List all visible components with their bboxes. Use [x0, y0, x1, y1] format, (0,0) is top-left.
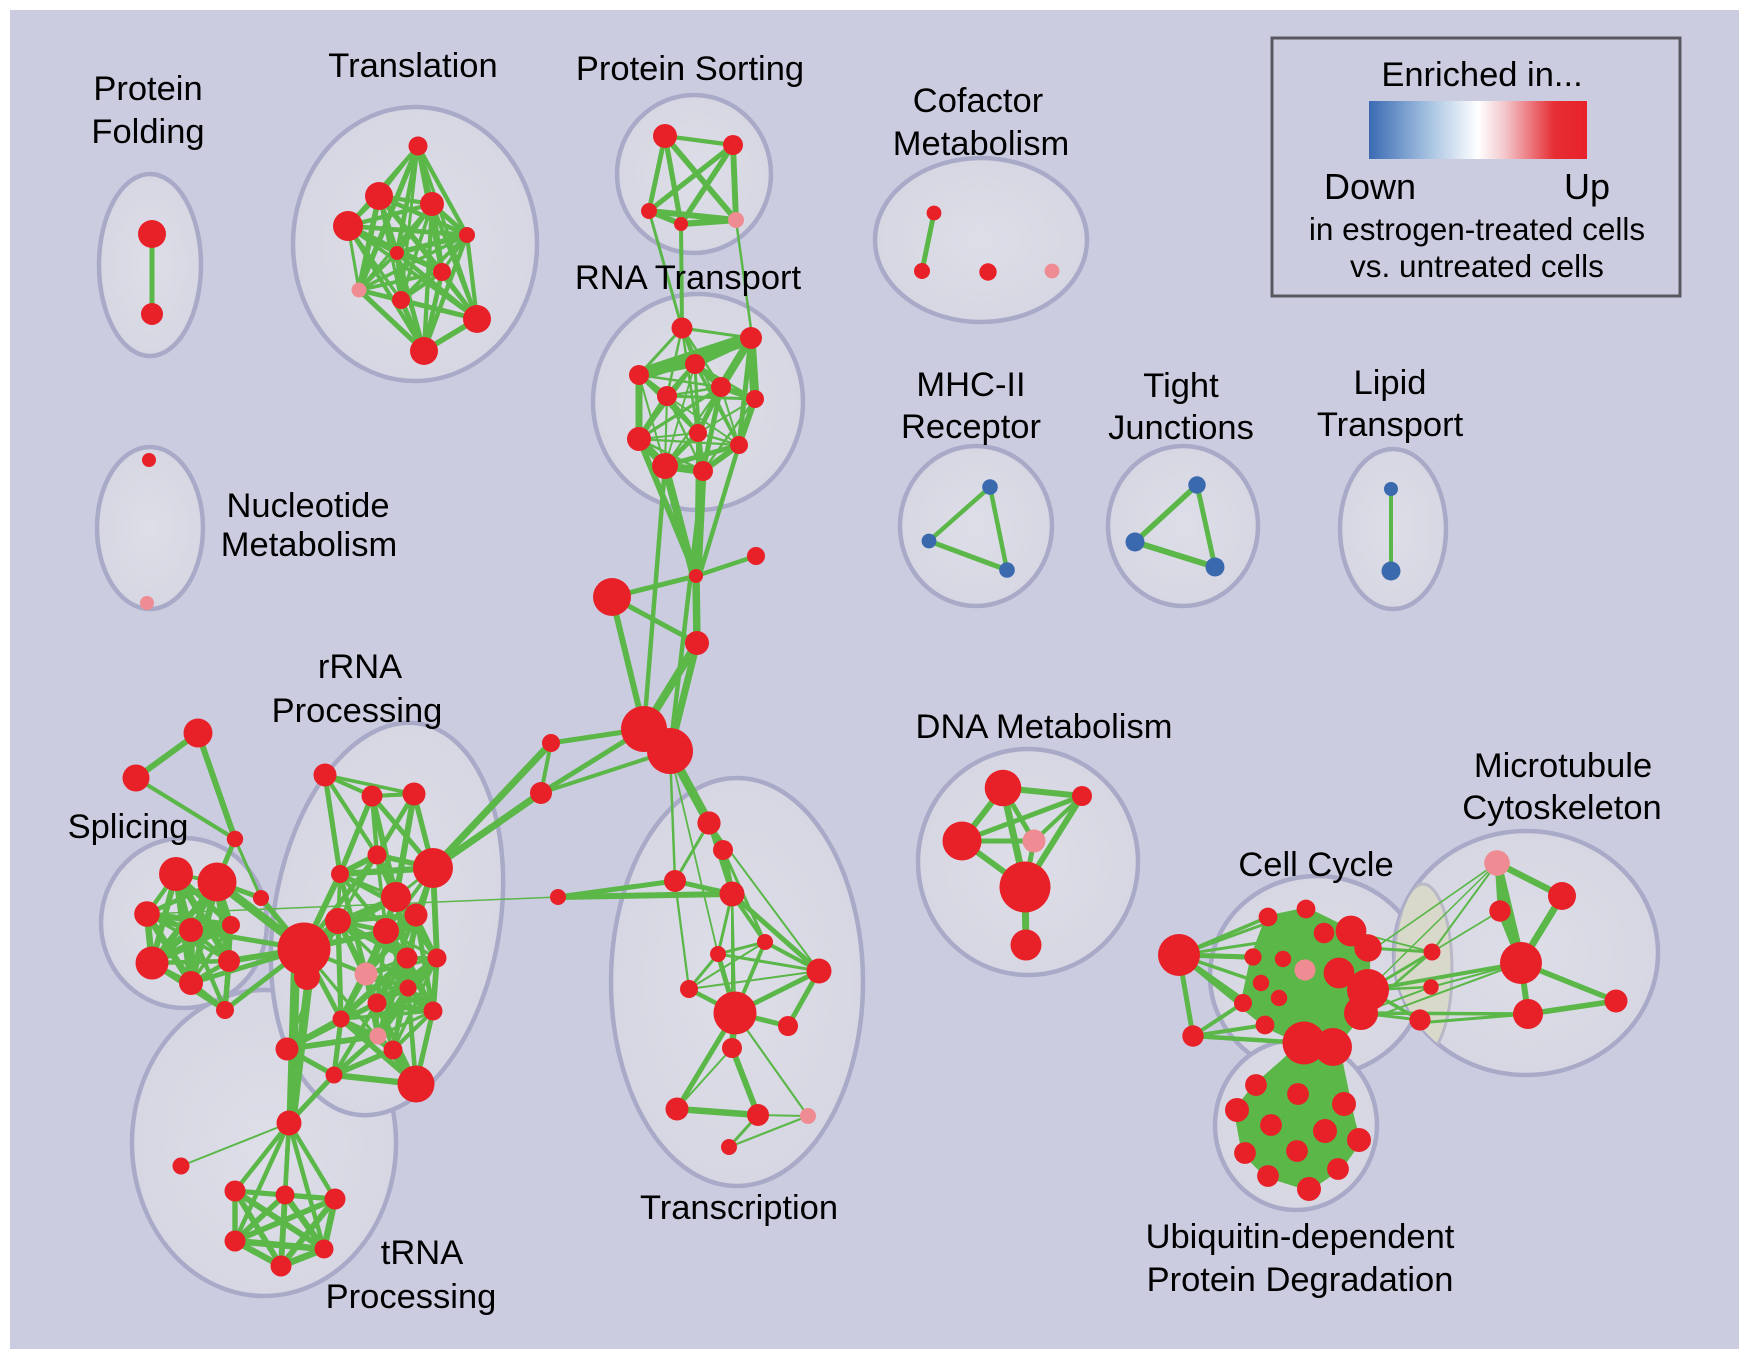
svg-text:Down: Down: [1324, 166, 1416, 207]
svg-text:Up: Up: [1564, 166, 1610, 207]
svg-text:Protein: Protein: [93, 70, 202, 108]
svg-text:Cell Cycle: Cell Cycle: [1238, 846, 1393, 884]
svg-text:Receptor: Receptor: [901, 408, 1041, 446]
svg-text:MHC-II: MHC-II: [916, 366, 1025, 404]
svg-text:Metabolism: Metabolism: [893, 125, 1069, 163]
svg-text:DNA Metabolism: DNA Metabolism: [916, 708, 1173, 746]
svg-text:Ubiquitin-dependent: Ubiquitin-dependent: [1146, 1218, 1455, 1256]
svg-text:Protein Degradation: Protein Degradation: [1147, 1261, 1454, 1299]
svg-text:Lipid: Lipid: [1354, 364, 1427, 402]
svg-text:Cofactor: Cofactor: [913, 82, 1043, 120]
svg-text:Enriched in...: Enriched in...: [1381, 56, 1582, 94]
svg-text:Processing: Processing: [326, 1278, 497, 1316]
svg-text:Cytoskeleton: Cytoskeleton: [1462, 789, 1661, 827]
svg-text:Transport: Transport: [1317, 406, 1464, 444]
svg-text:in estrogen-treated cells: in estrogen-treated cells: [1309, 211, 1645, 247]
svg-text:Translation: Translation: [328, 47, 497, 85]
svg-text:rRNA: rRNA: [318, 648, 402, 686]
svg-text:Metabolism: Metabolism: [221, 526, 397, 564]
svg-text:Protein Sorting: Protein Sorting: [576, 50, 804, 88]
svg-text:Folding: Folding: [91, 113, 204, 151]
svg-text:Tight: Tight: [1143, 367, 1219, 405]
svg-text:Junctions: Junctions: [1108, 409, 1254, 447]
svg-text:RNA Transport: RNA Transport: [575, 259, 802, 297]
svg-text:Splicing: Splicing: [68, 808, 189, 846]
svg-text:vs. untreated cells: vs. untreated cells: [1350, 248, 1604, 284]
svg-text:tRNA: tRNA: [381, 1234, 463, 1272]
svg-text:Nucleotide: Nucleotide: [226, 487, 389, 525]
svg-text:Processing: Processing: [272, 692, 443, 730]
svg-text:Transcription: Transcription: [640, 1189, 838, 1227]
svg-text:Microtubule: Microtubule: [1474, 747, 1652, 785]
